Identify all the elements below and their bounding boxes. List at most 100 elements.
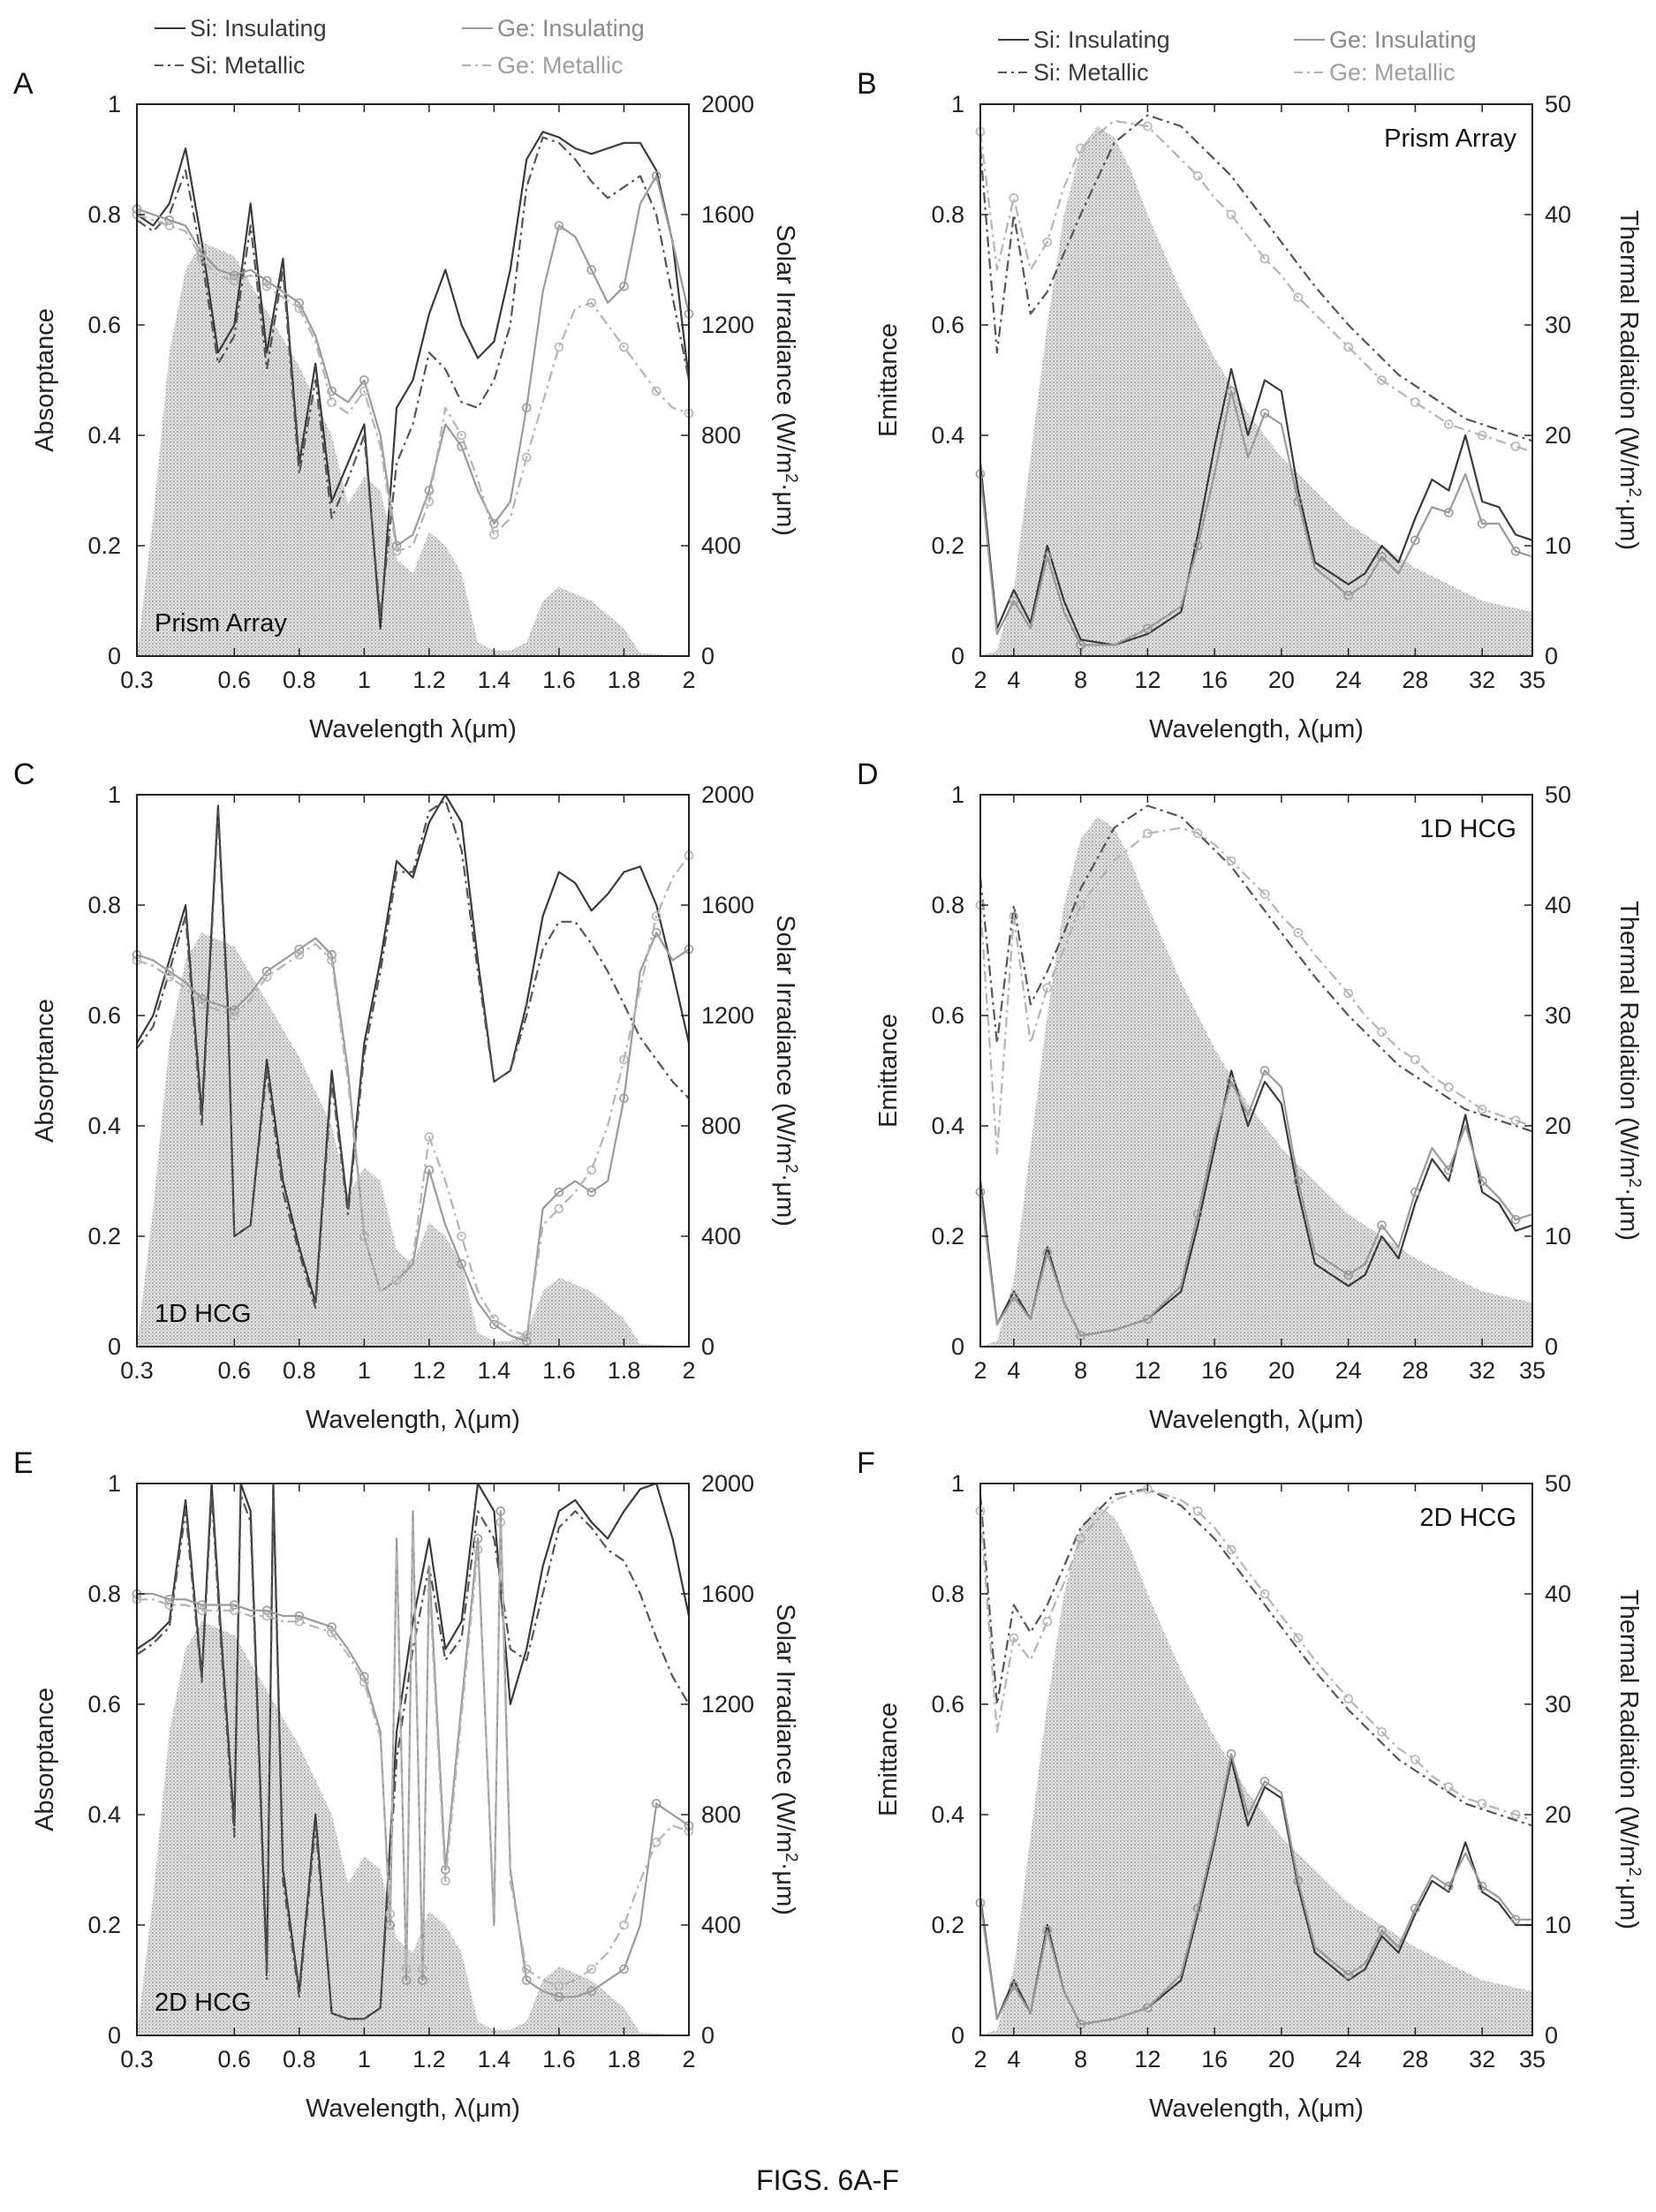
series-line-si-insulating xyxy=(137,131,689,630)
panel-annotation: Prism Array xyxy=(155,609,287,638)
data-point-ge-insulating xyxy=(1042,1248,1053,1258)
data-point-ge-metallic xyxy=(1042,237,1053,247)
y-tick-label: 0.8 xyxy=(87,201,121,228)
background-thermal-radiation-area xyxy=(980,126,1532,656)
data-point-ge-metallic xyxy=(619,1920,629,1930)
x-tick-label: 1.2 xyxy=(412,667,446,693)
data-point-ge-insulating xyxy=(1377,1926,1387,1936)
y2-tick-label: 1200 xyxy=(701,312,754,338)
series-line-si-insulating xyxy=(980,367,1532,646)
data-point-ge-metallic xyxy=(197,1605,207,1616)
data-point-ge-insulating xyxy=(164,966,175,977)
data-point-ge-insulating xyxy=(197,994,207,1004)
x-tick-label: 0.8 xyxy=(283,667,316,693)
x-tick-label: 20 xyxy=(1268,667,1295,693)
y-tick-label: 0.2 xyxy=(87,1912,121,1938)
chart-panel-a: 0.3 0.6 0.8 1 1.2 1.4 1.6 1.8 200.20.40.60.81040… xyxy=(13,67,801,744)
y2-axis-label: Thermal Radiation (W/m2·μm) xyxy=(1614,901,1645,1241)
x-tick-label: 4 xyxy=(1007,1357,1020,1384)
data-point-ge-metallic xyxy=(1076,900,1085,910)
data-point-ge-metallic xyxy=(327,1627,336,1638)
y2-tick-label: 50 xyxy=(1545,781,1571,808)
y2-axis-label: Thermal Radiation (W/m2·μm) xyxy=(1614,210,1645,550)
data-point-ge-insulating xyxy=(521,1336,532,1347)
chart-panel-c: 0.3 0.6 0.8 1 1.2 1.4 1.6 1.8 200.20.40.60.81040… xyxy=(13,758,801,1434)
data-point-ge-insulating xyxy=(554,221,564,230)
x-tick-label: 28 xyxy=(1402,2046,1428,2072)
panel-annotation: 1D HCG xyxy=(155,1300,252,1328)
legend-left: Si: Insulating Si: Metallic Ge: Insulati… xyxy=(155,15,645,79)
data-point-ge-insulating xyxy=(401,1975,412,1985)
y-tick-label: 1 xyxy=(951,1470,964,1497)
data-point-ge-metallic xyxy=(1510,442,1521,451)
data-point-ge-metallic xyxy=(457,1231,466,1242)
y2-tick-label: 400 xyxy=(701,1223,741,1249)
data-point-ge-metallic xyxy=(1226,1544,1236,1555)
y2-tick-label: 2000 xyxy=(701,91,754,117)
x-axis-label: Wavelength, λ(μm) xyxy=(306,2095,520,2123)
y-tick-label: 0.6 xyxy=(87,1002,121,1029)
data-point-ge-metallic xyxy=(586,298,597,308)
data-point-ge-insulating xyxy=(1410,1187,1420,1197)
data-point-ge-insulating xyxy=(1143,623,1153,634)
data-point-ge-insulating xyxy=(197,1600,207,1610)
data-point-ge-metallic xyxy=(489,530,499,540)
data-point-ge-metallic xyxy=(1042,1617,1053,1627)
data-point-ge-insulating xyxy=(229,270,239,281)
data-point-ge-insulating xyxy=(1343,1270,1353,1280)
data-point-ge-insulating xyxy=(1192,1904,1203,1914)
x-tick-label: 4 xyxy=(1007,667,1020,693)
x-tick-label: 1.8 xyxy=(608,1357,641,1384)
background-solar-irradiance-area xyxy=(137,242,689,656)
y2-tick-label: 30 xyxy=(1545,312,1571,338)
y-tick-label: 1 xyxy=(108,1470,121,1497)
plot-frame xyxy=(136,103,690,657)
y-tick-label: 0.2 xyxy=(931,1223,964,1249)
x-tick-label: 0.6 xyxy=(218,2046,252,2072)
legend-label-ge-insulating: Ge: Insulating xyxy=(1329,26,1477,53)
data-point-ge-metallic xyxy=(1377,1727,1387,1737)
series-line-si-metallic xyxy=(137,1493,689,2020)
data-point-ge-metallic xyxy=(1259,1589,1270,1599)
data-point-ge-metallic xyxy=(1293,928,1304,938)
data-point-ge-metallic xyxy=(1410,1054,1420,1065)
plot-frame xyxy=(979,103,1533,657)
y2-tick-label: 0 xyxy=(701,2022,715,2049)
data-point-ge-metallic xyxy=(1377,1027,1387,1038)
data-point-ge-insulating xyxy=(1009,596,1019,606)
data-point-ge-metallic xyxy=(359,1677,369,1687)
data-point-ge-metallic xyxy=(495,1517,506,1528)
x-tick-label: 8 xyxy=(1074,667,1087,693)
y2-tick-label: 40 xyxy=(1545,201,1571,228)
y-axis-label: Emittance xyxy=(874,1702,903,1816)
series-line-si-metallic xyxy=(980,1488,1532,1827)
y-tick-label: 0.4 xyxy=(87,1801,121,1828)
data-point-ge-insulating xyxy=(1009,1981,1019,1991)
chart-panel-d: 2 4 8 12 16 20 24 28 32 3500.20.40.60.81010203040… xyxy=(857,758,1645,1434)
data-point-ge-metallic xyxy=(418,1964,427,1974)
data-point-ge-metallic xyxy=(1444,419,1454,429)
data-point-ge-insulating xyxy=(1510,1215,1521,1225)
x-tick-label: 32 xyxy=(1469,667,1495,693)
y-tick-label: 0.6 xyxy=(931,1002,964,1029)
y2-tick-label: 20 xyxy=(1545,1113,1571,1139)
y2-tick-label: 50 xyxy=(1545,1470,1571,1497)
chart-panels: 0.3 0.6 0.8 1 1.2 1.4 1.6 1.8 200.20.40.60.81040… xyxy=(13,67,1645,2123)
data-point-ge-insulating xyxy=(294,298,305,308)
data-point-ge-metallic xyxy=(1510,1115,1521,1126)
data-point-ge-insulating xyxy=(1444,508,1454,517)
data-point-ge-metallic xyxy=(1259,889,1270,899)
data-point-ge-insulating xyxy=(327,1622,336,1632)
y2-tick-label: 0 xyxy=(1545,643,1558,669)
data-point-ge-insulating xyxy=(457,1259,466,1269)
y-tick-label: 1 xyxy=(951,91,964,117)
data-point-ge-insulating xyxy=(1377,552,1387,562)
y-axis-label: Emittance xyxy=(874,1014,903,1128)
data-point-ge-insulating xyxy=(1377,1220,1387,1230)
x-tick-label: 24 xyxy=(1335,1357,1362,1384)
y2-axis-label: Solar Irradiance (W/m2·μm) xyxy=(771,1604,801,1915)
data-point-ge-insulating xyxy=(554,1187,564,1197)
x-tick-label: 16 xyxy=(1201,2046,1228,2072)
panel-annotation: 1D HCG xyxy=(1419,815,1516,843)
data-point-ge-insulating xyxy=(385,1920,396,1930)
